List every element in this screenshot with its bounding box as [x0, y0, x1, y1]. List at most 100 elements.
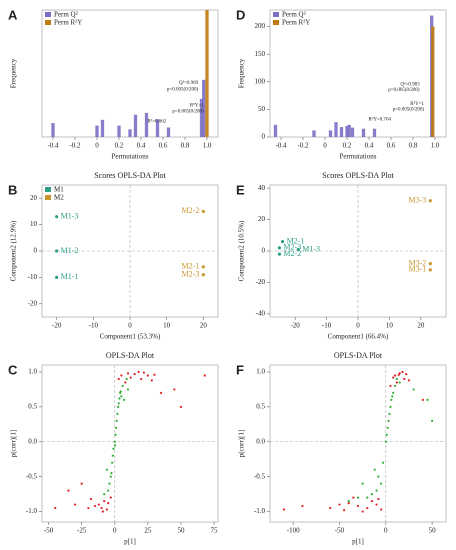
point	[105, 508, 108, 511]
y-tick-label: -0.5	[26, 472, 38, 480]
x-axis-label: Component1 (53.3%)	[100, 333, 161, 341]
point	[117, 377, 120, 381]
bar	[273, 124, 278, 137]
point	[280, 239, 285, 244]
x-tick-label: 0.6	[159, 142, 168, 150]
point	[103, 499, 106, 503]
legend-label: M1	[54, 186, 64, 194]
y-axis-label: Frequency	[238, 58, 246, 88]
x-tick-label: -10	[89, 322, 99, 330]
point	[338, 503, 341, 506]
x-tick-label: -0.2	[297, 142, 309, 150]
y-tick-label: 20	[258, 215, 266, 223]
x-tick-label: 50	[429, 527, 437, 535]
x-tick-label: 0	[128, 322, 132, 330]
y-tick-label: 100	[255, 77, 266, 85]
legend-label: Perm R²Y	[282, 19, 310, 27]
point	[201, 209, 205, 213]
point	[93, 504, 97, 508]
x-tick-label: 20	[417, 322, 425, 330]
x-tick-label: 1.0	[431, 142, 440, 150]
point-label: M1-3	[61, 212, 79, 221]
point	[389, 384, 392, 388]
x-tick-label: -25	[77, 527, 87, 535]
point-label: M2-3	[283, 243, 301, 252]
point	[395, 381, 399, 384]
annotation: p=0.005(0/200)	[167, 88, 199, 93]
point	[140, 377, 143, 381]
y-tick-label: 1.0	[28, 368, 37, 376]
point	[119, 390, 122, 393]
x-axis-label: Permutations	[112, 153, 149, 161]
annotation: Q²=0.983	[400, 82, 420, 88]
y-tick-label: 0	[34, 247, 38, 255]
plot-frame	[269, 9, 447, 138]
point-label: M3-1	[409, 265, 427, 274]
point	[403, 377, 406, 381]
panel-label: F	[236, 362, 244, 377]
x-tick-label: -20	[290, 322, 300, 330]
point	[282, 508, 285, 511]
bar	[95, 125, 99, 137]
legend-label: Perm R²Y	[54, 19, 82, 27]
y-tick-label: -10	[28, 273, 38, 281]
point	[159, 391, 163, 395]
point	[395, 377, 399, 381]
point	[375, 489, 378, 492]
annotation: p=0.005(0/200)	[172, 110, 204, 115]
x-tick-label: 50	[177, 527, 185, 535]
point	[110, 472, 113, 475]
y-tick-label: 0	[262, 133, 266, 141]
x-axis-label: Component1 (66.4%)	[328, 333, 389, 341]
point	[125, 377, 128, 381]
point	[113, 444, 117, 447]
x-tick-label: -0.4	[275, 142, 287, 150]
point	[126, 372, 130, 375]
y-tick-label: 0.5	[28, 402, 37, 410]
x-tick-label: 10	[163, 322, 171, 330]
point	[343, 509, 346, 512]
point	[347, 502, 350, 505]
point-label: M1-2	[61, 246, 79, 255]
y-tick-label: 0.0	[256, 437, 265, 445]
x-axis-label: Permutations	[340, 153, 377, 161]
y-tick-label: -40	[256, 309, 266, 317]
panel: D Permutations Frequency -0.4 -0.2 0 0.2 0.4 0.6…	[236, 7, 447, 161]
bar	[117, 125, 121, 137]
point-label: M3-3	[409, 196, 427, 205]
bar	[100, 119, 105, 137]
point	[89, 497, 93, 501]
panel-label: B	[8, 182, 17, 197]
point	[107, 502, 110, 505]
point-label: M1-1	[61, 272, 79, 281]
x-tick-label: -20	[52, 322, 62, 330]
x-tick-label: 0	[95, 142, 99, 150]
point	[115, 426, 118, 429]
point	[120, 395, 123, 398]
bar	[133, 114, 138, 137]
legend-swatch	[273, 20, 279, 25]
y-axis-label: Frequency	[10, 58, 18, 88]
point	[201, 273, 205, 277]
point	[428, 268, 432, 272]
point	[361, 482, 364, 485]
y-tick-label: -0.5	[254, 472, 266, 480]
point	[391, 395, 394, 398]
legend-label: Perm Q²	[282, 11, 306, 19]
point	[116, 412, 119, 415]
point	[347, 499, 350, 503]
point	[380, 482, 383, 485]
bar	[361, 128, 366, 137]
point	[111, 454, 114, 457]
point	[377, 475, 380, 478]
point	[398, 381, 401, 384]
point	[137, 370, 140, 374]
x-tick-label: 0.2	[343, 142, 352, 150]
point	[393, 384, 397, 388]
point-label: M3-2	[409, 258, 427, 267]
bar	[372, 128, 377, 137]
point	[392, 391, 395, 395]
y-tick-label: 50	[258, 105, 266, 113]
bar	[431, 26, 435, 138]
